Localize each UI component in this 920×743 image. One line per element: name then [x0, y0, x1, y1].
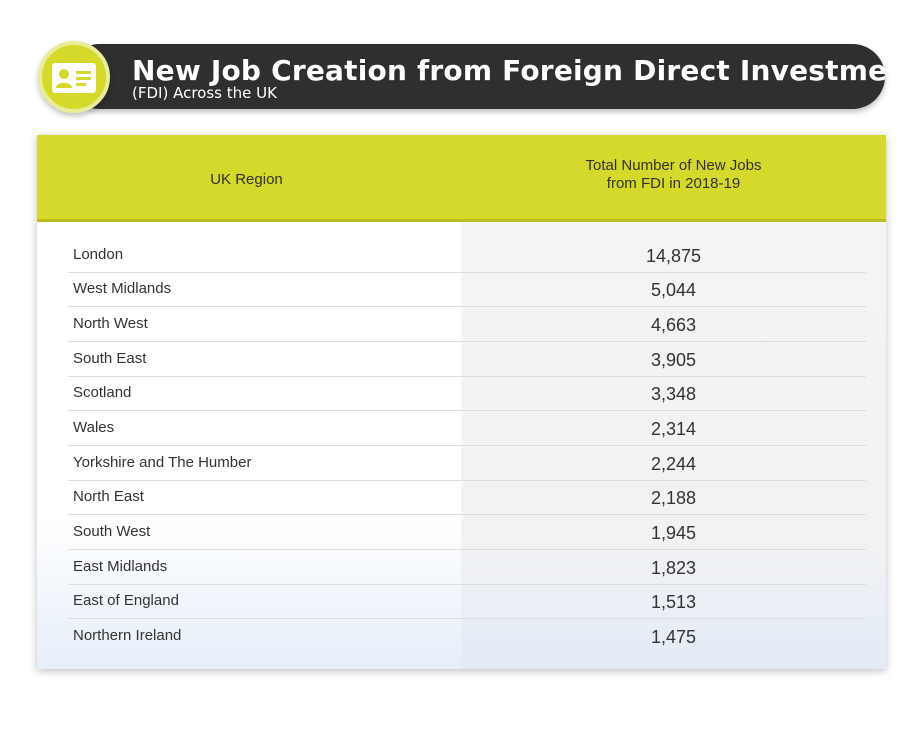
header-jobs: Total Number of New Jobs from FDI in 201… [461, 157, 886, 193]
region-cell: East of England [73, 592, 179, 609]
table-row: North East 2,188 [68, 480, 866, 515]
page-title: New Job Creation from Foreign Direct Inv… [132, 54, 920, 87]
header-jobs-line1: Total Number of New Jobs [585, 157, 762, 174]
table-row: Northern Ireland 1,475 [68, 619, 866, 654]
region-cell: North East [73, 488, 144, 505]
title-bar [67, 44, 885, 109]
table-row: Scotland 3,348 [68, 376, 866, 411]
region-cell: London [73, 246, 124, 263]
jobs-cell: 14,875 [645, 246, 702, 266]
jobs-cell: 1,823 [650, 558, 697, 578]
table-row: South East 3,905 [68, 342, 866, 377]
region-cell: Wales [73, 419, 115, 436]
table-row: West Midlands 5,044 [68, 272, 866, 307]
jobs-cell: 5,044 [650, 280, 697, 300]
jobs-cell: 2,314 [650, 419, 697, 439]
region-cell: West Midlands [73, 280, 172, 297]
table-row: Yorkshire and The Humber 2,244 [68, 446, 866, 481]
table-row: East Midlands 1,823 [68, 550, 866, 585]
table-row: London 14,875 [68, 238, 866, 273]
jobs-cell: 4,663 [650, 315, 697, 335]
region-cell: Scotland [73, 384, 132, 401]
table-header [37, 135, 886, 222]
jobs-cell: 2,188 [650, 488, 697, 508]
table-row: South West 1,945 [68, 515, 866, 550]
region-cell: Northern Ireland [73, 627, 182, 644]
region-cell: Yorkshire and The Humber [73, 454, 252, 471]
region-cell: North West [73, 315, 148, 332]
jobs-cell: 1,475 [650, 627, 697, 647]
jobs-cell: 3,348 [650, 384, 697, 404]
table-row: Wales 2,314 [68, 411, 866, 446]
header-jobs-line2: from FDI in 2018-19 [606, 175, 741, 192]
page-subtitle: (FDI) Across the UK [132, 84, 277, 102]
jobs-cell: 1,513 [650, 592, 697, 612]
region-cell: South West [73, 523, 151, 540]
region-cell: East Midlands [73, 558, 168, 575]
region-cell: South East [73, 350, 147, 367]
table-row: East of England 1,513 [68, 584, 866, 619]
header-region: UK Region [210, 171, 283, 188]
table-row: North West 4,663 [68, 307, 866, 342]
title-badge [38, 41, 110, 113]
id-card-icon [52, 63, 96, 93]
jobs-cell: 3,905 [650, 350, 697, 370]
jobs-cell: 1,945 [650, 523, 697, 543]
jobs-cell: 2,244 [650, 454, 697, 474]
